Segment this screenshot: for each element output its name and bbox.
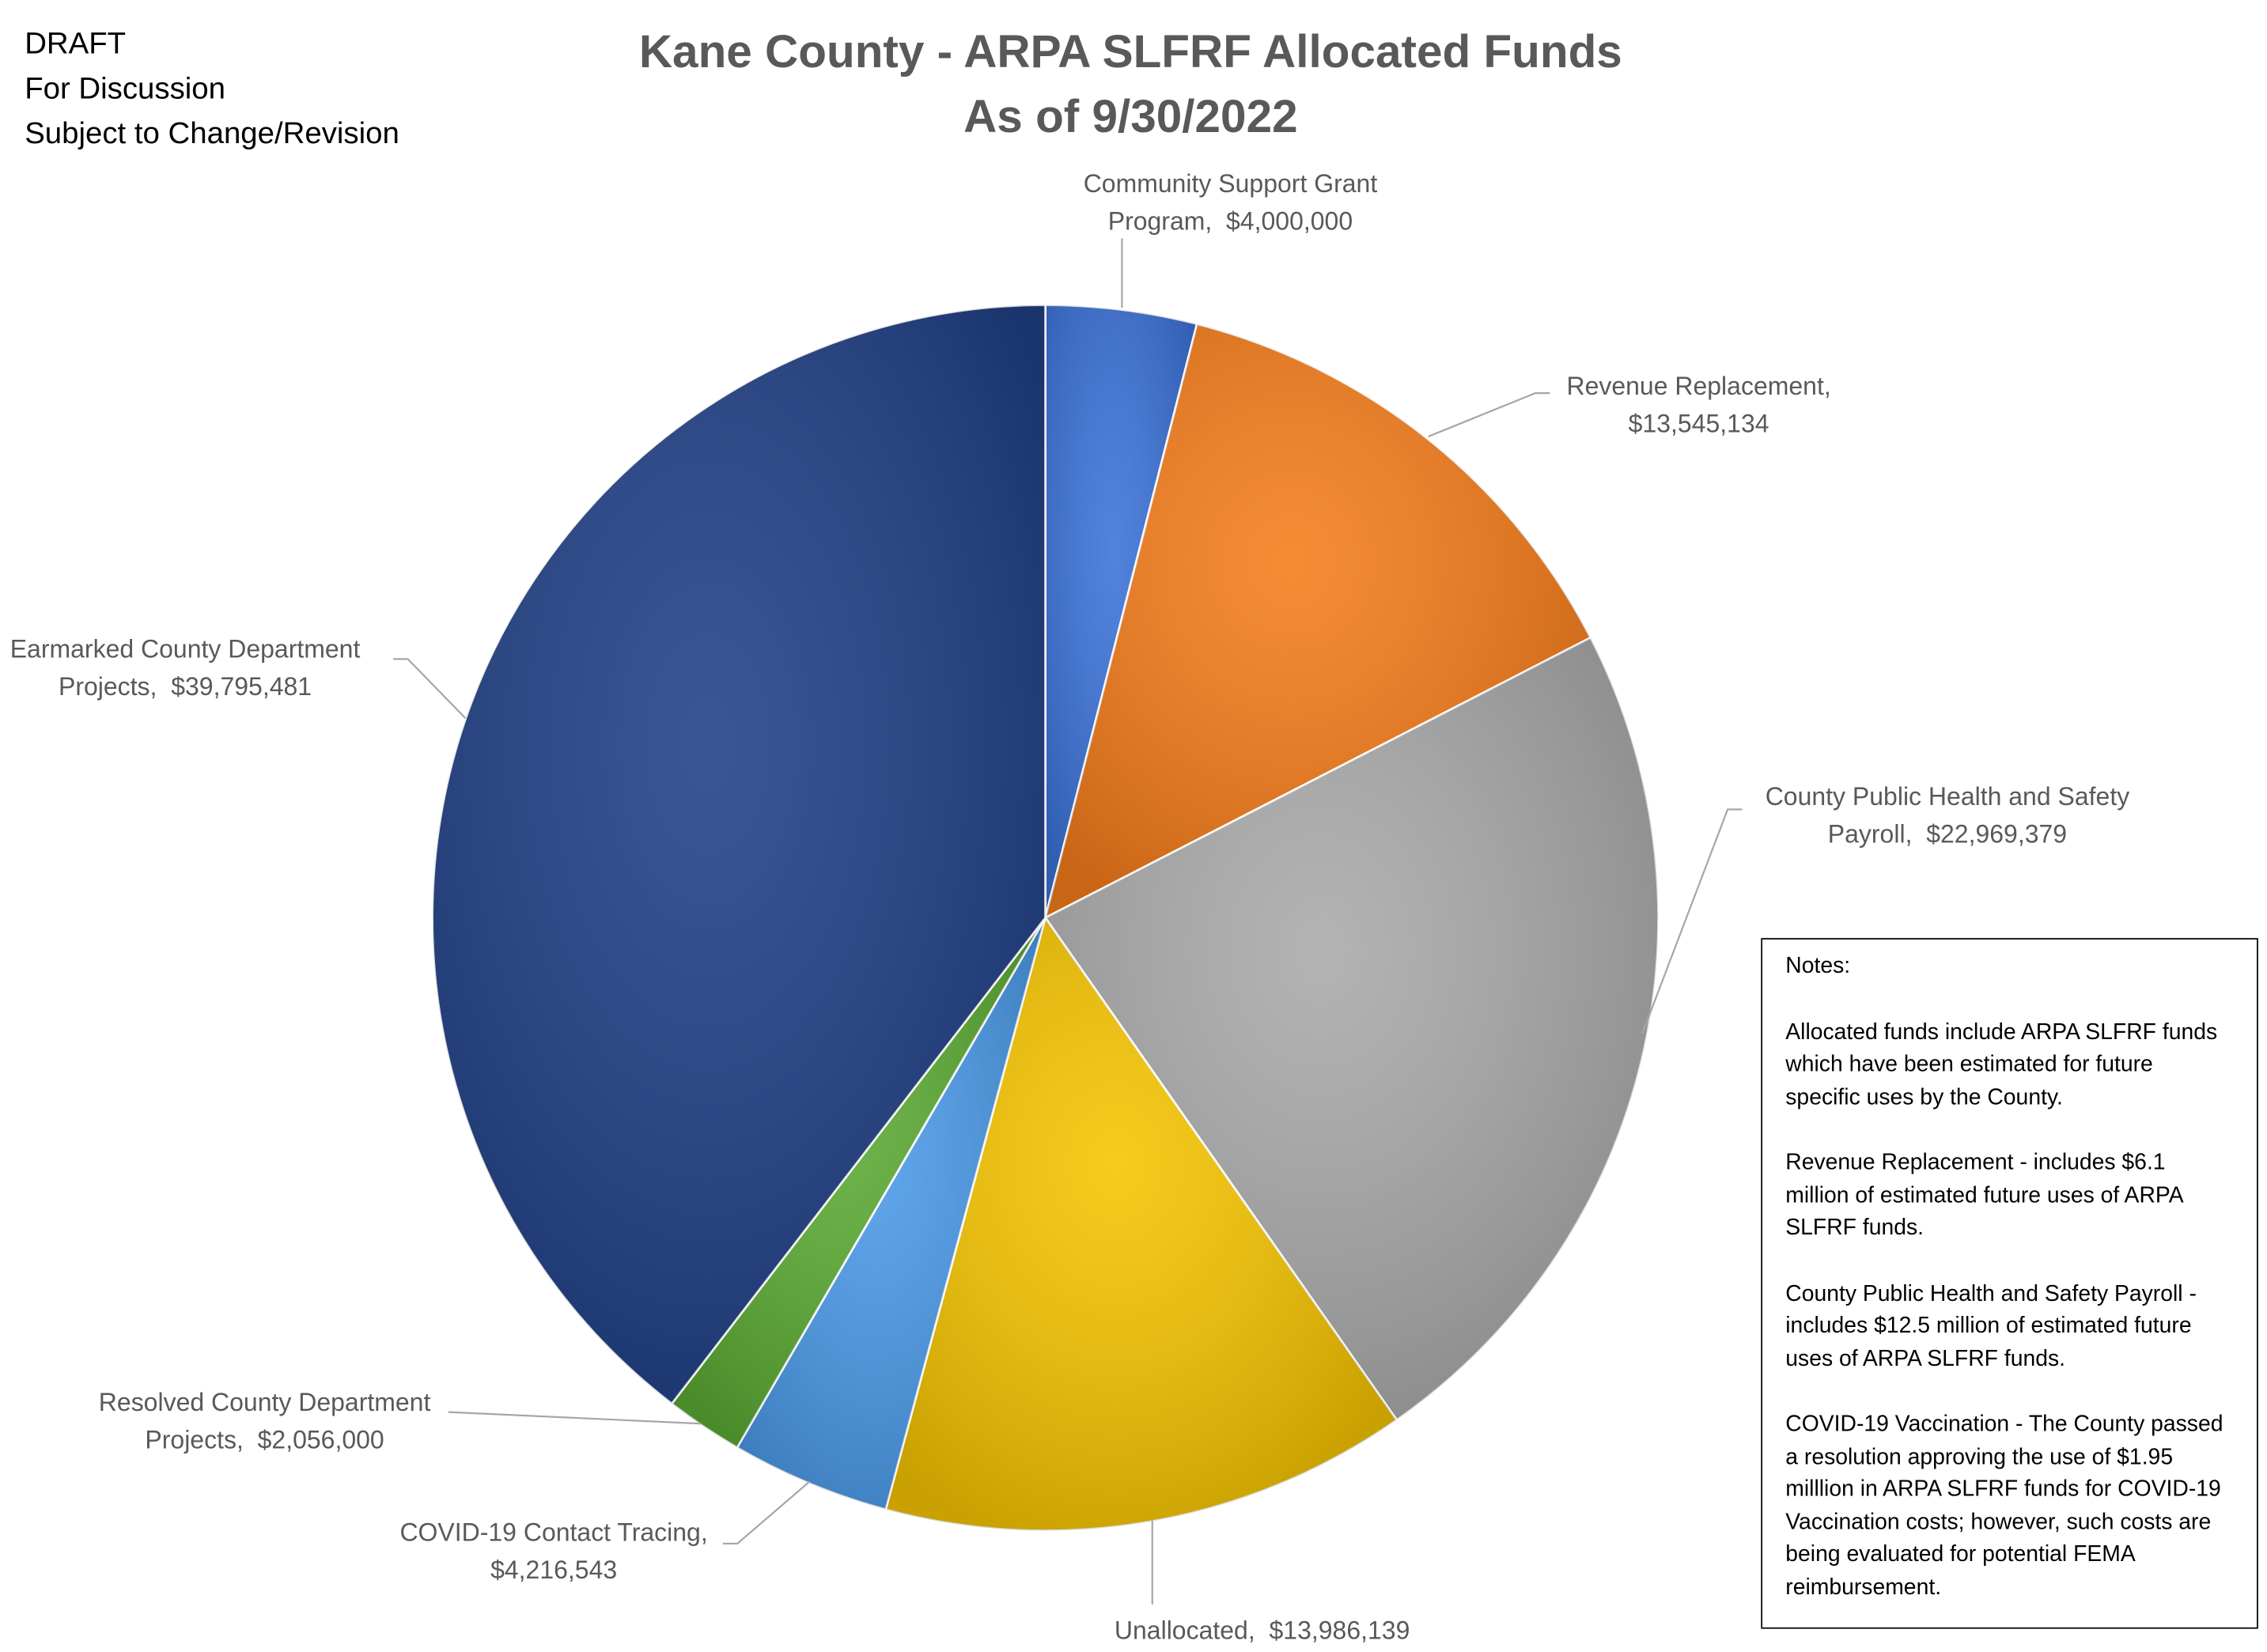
data-label-box: Earmarked County Department Projects, $3… xyxy=(0,630,402,705)
label-separator: , xyxy=(236,1425,258,1454)
label-separator: , xyxy=(1905,819,1927,849)
value-label: $39,795,481 xyxy=(171,671,312,701)
draft-line: For Discussion xyxy=(25,72,226,106)
data-label-box: Community Support Grant Program, $4,000,… xyxy=(1035,164,1425,240)
labels: Community Support Grant Program, $4,000,… xyxy=(0,164,2172,1650)
notes-box: Notes: Allocated funds include ARPA SLFRF… xyxy=(1761,938,2258,1629)
label-separator: , xyxy=(1247,1616,1270,1645)
draft-line: DRAFT xyxy=(25,27,127,61)
data-label: COVID-19 Contact Tracing, $4,216,543 xyxy=(358,1514,748,1589)
data-label: Revenue Replacement, $13,545,134 xyxy=(1532,367,1864,442)
category-label: Earmarked County Department Projects xyxy=(9,634,368,701)
category-label: Revenue Replacement xyxy=(1566,371,1824,401)
data-label-box: COVID-19 Contact Tracing, $4,216,543 xyxy=(358,1514,748,1589)
data-label-box: Resolved County Department Projects, $2,… xyxy=(70,1383,460,1458)
draft-notice: DRAFT For Discussion Subject to Change/Rev… xyxy=(25,21,487,156)
label-separator: , xyxy=(1823,371,1845,401)
category-label: Resolved County Department Projects xyxy=(98,1387,438,1454)
data-label: County Public Health and Safety Payroll,… xyxy=(1724,777,2172,852)
notes-paragraph: Allocated funds include ARPA SLFRF funds… xyxy=(1785,1019,2218,1110)
leader-line xyxy=(1641,808,1743,1034)
data-label-box: Revenue Replacement, $13,545,134 xyxy=(1532,367,1864,442)
leader-line xyxy=(722,1480,811,1545)
value-label: $2,056,000 xyxy=(257,1425,384,1454)
category-label: County Public Health and Safety Payroll xyxy=(1765,781,2137,849)
value-label: $4,000,000 xyxy=(1226,206,1353,236)
chart-title: Kane County - ARPA SLFRF Allocated Funds xyxy=(639,26,1622,77)
data-label: Community Support Grant Program, $4,000,… xyxy=(1035,164,1425,240)
pie xyxy=(431,304,1660,1532)
leader-line xyxy=(393,658,467,720)
notes-paragraph: County Public Health and Safety Payroll … xyxy=(1785,1281,2197,1371)
notes-title: Notes: xyxy=(1785,954,1851,979)
category-label: Unallocated xyxy=(1114,1616,1248,1645)
value-label: $13,545,134 xyxy=(1628,409,1769,438)
value-label: $22,969,379 xyxy=(1926,819,2068,849)
data-label-box: Unallocated, $13,986,139 xyxy=(1074,1612,1450,1650)
label-separator: , xyxy=(700,1518,722,1547)
value-label: $13,986,139 xyxy=(1269,1616,1410,1645)
leader-line xyxy=(448,1411,702,1425)
data-label: Earmarked County Department Projects, $3… xyxy=(0,630,402,705)
draft-box: DRAFT For Discussion Subject to Change/Rev… xyxy=(25,21,487,156)
category-label: Community Support Grant Program xyxy=(1083,168,1385,236)
notes: Notes: Allocated funds include ARPA SLFRF… xyxy=(1761,938,2258,1629)
chart-subtitle: As of 9/30/2022 xyxy=(963,91,1298,142)
label-separator: , xyxy=(1205,206,1227,236)
data-label: Resolved County Department Projects, $2,… xyxy=(70,1383,460,1458)
leader-line xyxy=(1428,392,1550,437)
data-label-box: County Public Health and Safety Payroll,… xyxy=(1724,777,2172,852)
data-label: Unallocated, $13,986,139 xyxy=(1074,1612,1450,1650)
notes-paragraph: COVID-19 Vaccination - The County passed… xyxy=(1785,1412,2223,1600)
category-label: COVID-19 Contact Tracing xyxy=(399,1518,701,1547)
draft-line: Subject to Change/Revision xyxy=(25,117,399,151)
value-label: $4,216,543 xyxy=(490,1555,618,1585)
notes-paragraph: Revenue Replacement - includes $6.1 mill… xyxy=(1785,1150,2183,1241)
label-separator: , xyxy=(149,671,172,701)
